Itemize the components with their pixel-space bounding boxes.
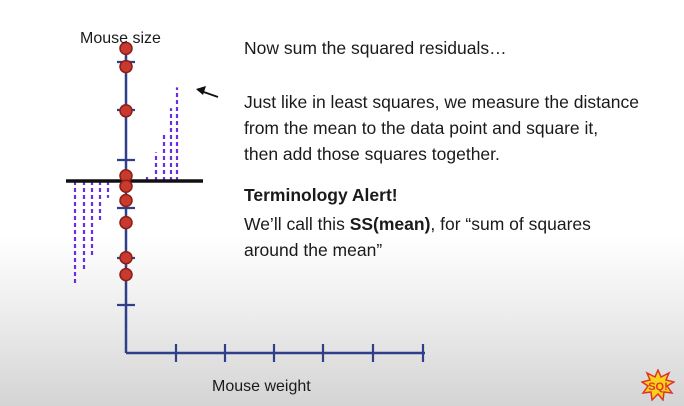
statquest-logo-icon: SQ!	[641, 369, 675, 401]
alert-pre: We’ll call this	[244, 214, 350, 234]
data-point-0	[119, 41, 133, 56]
data-point-7	[119, 250, 133, 265]
data-point-2	[119, 104, 133, 118]
data-point-4	[119, 179, 133, 193]
explanation-line-1: Just like in least squares, we measure t…	[244, 92, 639, 112]
explanation-line-3: then add those squares together.	[244, 144, 500, 164]
terminology-alert-body: We’ll call this SS(mean), for “sum of sq…	[244, 211, 591, 263]
heading-line: Now sum the squared residuals…	[244, 38, 507, 58]
explanation-line-2: from the mean to the data point and squa…	[244, 118, 599, 138]
data-point-8	[119, 267, 133, 282]
logo-text: SQ!	[648, 381, 668, 393]
data-points	[119, 41, 133, 282]
arrow-icon	[196, 86, 219, 98]
explanation-paragraph: Just like in least squares, we measure t…	[244, 89, 639, 167]
data-point-6	[119, 215, 133, 230]
residual-bars	[73, 87, 179, 284]
y-axis-label: Mouse size	[80, 30, 161, 47]
alert-line-1: We’ll call this SS(mean), for “sum of sq…	[244, 211, 591, 237]
data-point-1	[119, 59, 133, 74]
alert-post: , for “sum of squares	[430, 214, 591, 234]
alert-line-2: around the mean”	[244, 240, 383, 260]
x-axis-label: Mouse weight	[212, 378, 311, 395]
alert-term: SS(mean)	[349, 214, 431, 234]
data-point-5	[119, 193, 133, 208]
terminology-alert-title: Terminology Alert!	[244, 185, 398, 205]
